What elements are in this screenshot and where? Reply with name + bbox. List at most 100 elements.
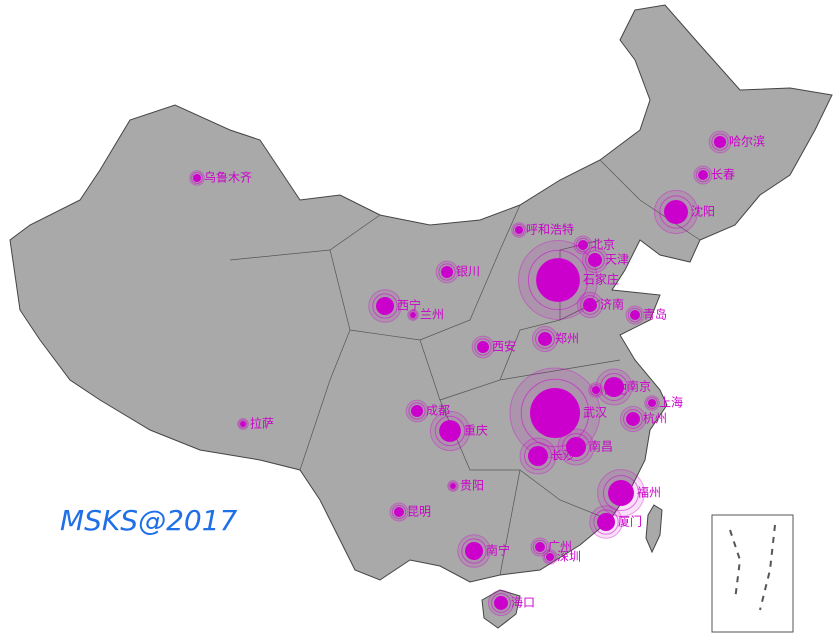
bubble-ring bbox=[711, 133, 729, 151]
city-label: 武汉 bbox=[583, 406, 607, 420]
city-label: 沈阳 bbox=[691, 204, 715, 219]
city-label: 拉萨 bbox=[250, 416, 274, 431]
bubble bbox=[536, 258, 580, 302]
bubble-ring bbox=[408, 402, 426, 420]
bubble-ring bbox=[191, 172, 203, 184]
city-label: 杭州 bbox=[643, 411, 667, 426]
bubble bbox=[713, 135, 727, 149]
bubble-ring bbox=[695, 167, 711, 183]
city-label: 北京 bbox=[591, 238, 615, 252]
bubble-ring bbox=[532, 539, 548, 555]
city-label: 呼和浩特 bbox=[526, 222, 574, 237]
bubble bbox=[535, 542, 545, 552]
bubble-ring bbox=[513, 224, 525, 236]
bubble bbox=[596, 512, 616, 532]
bubble-ring bbox=[491, 593, 511, 613]
bubble-ring bbox=[448, 481, 458, 491]
bubble-ring bbox=[391, 504, 407, 520]
bubble bbox=[410, 312, 416, 318]
bubble-ring bbox=[602, 474, 640, 512]
bubble-ring bbox=[659, 195, 693, 229]
city-label: 南宁 bbox=[486, 543, 510, 558]
bubble-ring bbox=[520, 378, 590, 448]
bubble-ring bbox=[524, 442, 552, 470]
city-label: 哈尔滨 bbox=[729, 134, 765, 149]
bubble-ring bbox=[474, 338, 492, 356]
bubble bbox=[626, 412, 640, 426]
city-label: 长春 bbox=[711, 168, 735, 182]
city-label: 长沙 bbox=[551, 449, 575, 463]
bubble-ring bbox=[535, 329, 555, 349]
city-label: 乌鲁木齐 bbox=[204, 170, 252, 185]
city-label: 南昌 bbox=[589, 439, 613, 454]
city-label: 济南 bbox=[600, 297, 624, 312]
bubble bbox=[578, 240, 588, 250]
bubble-ring bbox=[623, 409, 643, 429]
city-label: 青岛 bbox=[643, 307, 667, 322]
bubble-ring bbox=[627, 307, 643, 323]
watermark: MSKS@2017 bbox=[60, 504, 238, 537]
bubble-ring bbox=[408, 310, 418, 320]
city-label: 重庆 bbox=[464, 424, 488, 438]
bubble-ring bbox=[527, 249, 589, 311]
city-label: 天津 bbox=[605, 253, 629, 267]
city-label: 西宁 bbox=[397, 298, 421, 313]
bubble-ring bbox=[372, 293, 398, 319]
bubble bbox=[630, 310, 640, 320]
bubble-ring bbox=[590, 384, 602, 396]
bubble bbox=[476, 340, 490, 354]
bubble-ring bbox=[593, 509, 619, 535]
city-label: 石家庄 bbox=[583, 272, 619, 287]
city-label: 郑州 bbox=[555, 331, 579, 346]
bubble bbox=[192, 173, 202, 183]
bubble bbox=[608, 480, 634, 506]
bubble bbox=[410, 404, 424, 418]
taiwan bbox=[645, 504, 663, 554]
city-label: 厦门 bbox=[618, 514, 642, 529]
bubble bbox=[545, 552, 555, 562]
mainland bbox=[9, 4, 833, 583]
bubble-ring bbox=[238, 419, 248, 429]
city-label: 海口 bbox=[511, 595, 535, 610]
bubble bbox=[566, 437, 586, 457]
bubble bbox=[588, 253, 602, 267]
bubble bbox=[439, 420, 461, 442]
bubble bbox=[514, 225, 524, 235]
city-label: 福州 bbox=[637, 485, 661, 500]
city-label: 银川 bbox=[456, 265, 480, 279]
bubble bbox=[394, 507, 404, 517]
bubble-ring bbox=[438, 263, 456, 281]
bubble-ring bbox=[575, 237, 591, 253]
bubble bbox=[528, 446, 548, 466]
bubble bbox=[604, 377, 624, 397]
city-label: 南京 bbox=[627, 379, 651, 394]
country-shape bbox=[9, 4, 833, 629]
bubble bbox=[591, 385, 601, 395]
bubble bbox=[440, 265, 454, 279]
city-label: 兰州 bbox=[420, 308, 444, 322]
bubble bbox=[375, 296, 395, 316]
bubble-ring bbox=[585, 250, 605, 270]
city-label: 西安 bbox=[492, 339, 516, 354]
bubble bbox=[240, 421, 246, 427]
city-label: 贵阳 bbox=[460, 479, 484, 493]
bubble bbox=[450, 483, 456, 489]
city-label: 广州 bbox=[548, 540, 572, 554]
bubble-ring bbox=[461, 538, 487, 564]
bubble-ring bbox=[580, 295, 600, 315]
bubble-ring bbox=[544, 551, 556, 563]
bubble bbox=[538, 332, 552, 346]
city-label: 深圳 bbox=[557, 550, 581, 564]
bubble-ring bbox=[646, 397, 658, 409]
city-label: 昆明 bbox=[407, 505, 431, 519]
bubble bbox=[698, 170, 708, 180]
bubble bbox=[583, 298, 597, 312]
inset-frame bbox=[711, 514, 794, 633]
bubble-ring bbox=[600, 373, 628, 401]
bubble bbox=[647, 398, 657, 408]
bubble bbox=[664, 200, 688, 224]
bubble bbox=[494, 596, 508, 610]
inset-islands bbox=[729, 524, 776, 611]
city-label: 上海 bbox=[659, 395, 683, 410]
